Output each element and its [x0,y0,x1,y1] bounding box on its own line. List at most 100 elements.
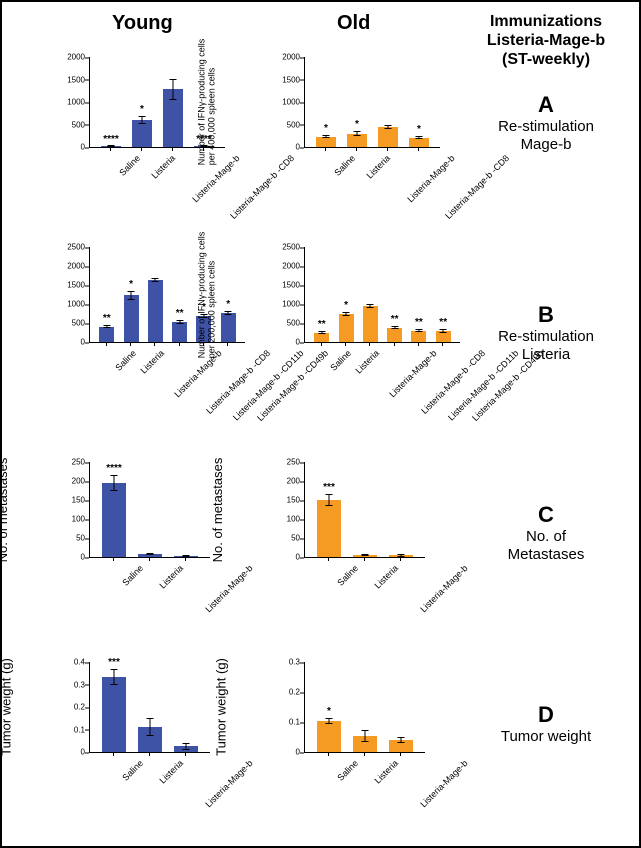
x-tick-label: Saline [120,758,145,783]
y-tick: 0 [57,338,85,347]
y-tick: 250 [57,458,85,467]
error-bar [388,125,389,129]
x-tick-label: Listeria [372,563,400,591]
bar: *** [317,500,341,557]
panel-A-label: A Re-stimulation Mage-b [461,92,631,154]
y-tick: 0 [272,553,300,562]
right-title-block: Immunizations Listeria-Mage-b (ST-weekly… [461,12,631,70]
x-tick [149,752,150,756]
x-tick [141,147,142,151]
y-tick: 2000 [272,262,300,271]
plot-area: ******* [89,247,245,343]
y-axis-label: Number of IFNγ-producing cellsper 200,00… [0,231,2,358]
error-bar [418,329,419,332]
x-tick [400,752,401,756]
y-tick: 0 [272,143,300,152]
bar: ** [99,327,114,342]
plot-area: * * * [304,57,440,148]
bar [389,740,413,752]
x-tick [172,147,173,151]
chart-A_old: Number of IFNγ-producing cellsper 400,00… [262,57,442,147]
panel-letter-C: C [461,502,631,528]
y-axis-label: No. of metastases [0,457,10,562]
bar: **** [101,146,121,147]
right-title-3: (ST-weekly) [461,50,631,69]
significance-marker: ** [103,315,111,323]
error-bar [329,718,330,724]
chart-C_old: No. of metastases***050100150200250Salin… [262,462,432,557]
error-bar [131,291,132,300]
bar: * [409,138,429,147]
panel-letter-B: B [461,302,631,328]
y-axis-label: Number of IFNγ-producing cellsper 400,00… [197,39,217,166]
chart-B_young: Number of IFNγ-producing cellsper 200,00… [47,247,247,342]
significance-marker: ** [439,319,447,327]
x-tick [149,557,150,561]
chart-D_young: Tumor weight (g)***00.10.20.30.4SalineLi… [47,662,217,752]
error-bar [365,730,366,742]
y-tick: 0.2 [57,703,85,712]
y-tick: 500 [57,120,85,129]
x-tick [369,342,370,346]
significance-marker: * [324,125,328,133]
y-tick: 0.2 [272,688,300,697]
chart-D_old: Tumor weight (g)*00.10.20.3SalineListeri… [262,662,432,752]
error-bar [186,743,187,750]
x-tick [442,342,443,346]
panel-A-sub1: Re-stimulation [461,118,631,136]
y-tick: 0 [57,143,85,152]
y-axis-label: Number of IFNγ-producing cellsper 200,00… [197,231,217,358]
significance-marker: * [129,281,133,289]
y-tick: 0.3 [57,680,85,689]
significance-marker: * [327,708,331,716]
error-bar [150,718,151,736]
bar [353,736,377,753]
y-tick: 1500 [57,75,85,84]
y-tick: 0.1 [57,725,85,734]
bar: * [132,120,152,147]
bar: ** [172,322,187,342]
x-tick-label: Listeria-Mage-b [203,563,254,614]
y-tick: 0 [272,338,300,347]
y-tick: 0 [57,748,85,757]
bar [138,727,162,752]
x-tick [364,557,365,561]
x-tick-label: Saline [117,153,142,178]
error-bar [114,669,115,685]
y-tick: 500 [272,120,300,129]
y-tick: 1000 [57,300,85,309]
y-tick: 0.4 [57,658,85,667]
significance-marker: **** [103,136,119,144]
x-tick-label: Listeria-Mage-b [418,563,469,614]
y-tick: 0.3 [272,658,300,667]
error-bar [394,326,395,329]
significance-marker: ** [318,321,326,329]
bar: ** [387,328,402,342]
x-tick-label: Listeria [149,153,177,181]
x-tick-label: Listeria [157,758,185,786]
x-tick [106,342,107,346]
x-tick [387,147,388,151]
x-tick [364,752,365,756]
right-title-2: Listeria-Mage-b [461,31,631,50]
bar [138,554,162,557]
significance-marker: ** [176,310,184,318]
y-axis-label: Tumor weight (g) [214,658,229,756]
significance-marker: * [140,106,144,114]
x-tick [325,147,326,151]
error-bar [365,554,366,556]
plot-area: **** [89,462,210,558]
plot-area: ********* [304,247,460,343]
bar: * [347,134,367,148]
x-tick-label: Listeria [364,153,392,181]
bar [363,306,378,342]
x-tick [328,557,329,561]
bar: * [339,314,354,342]
y-tick: 100 [272,515,300,524]
panel-B-sub1: Re-stimulation [461,328,631,346]
y-axis-label: Number of IFNγ-producing cellsper 400,00… [0,39,2,166]
y-tick: 50 [272,534,300,543]
x-tick [418,147,419,151]
col-header-old: Old [337,12,370,35]
bar: * [221,313,236,342]
